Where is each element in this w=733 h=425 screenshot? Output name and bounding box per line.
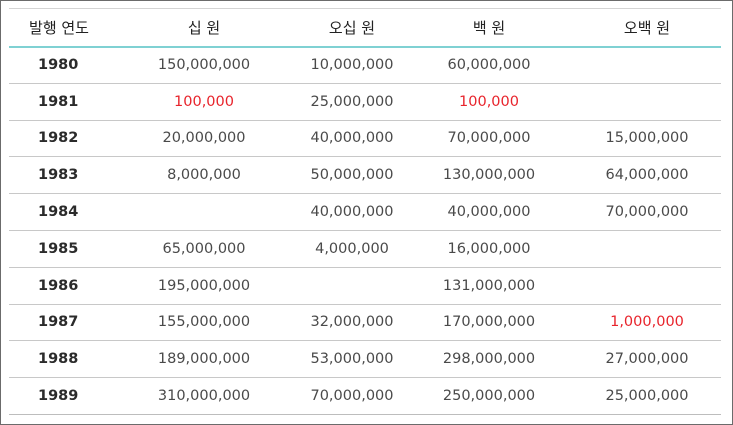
value-cell-500-won: 15,000,000 [605, 130, 689, 147]
table-row: 1984 40,000,000 40,000,000 70,000,000 [9, 194, 721, 231]
year-cell: 1984 [38, 204, 79, 221]
year-cell: 1989 [38, 388, 79, 405]
value-cell-500-won: 1,000,000 [610, 314, 684, 331]
value-cell-50-won: 70,000,000 [310, 388, 394, 405]
year-cell: 1983 [38, 167, 79, 184]
table-row: 1980 150,000,000 10,000,000 60,000,000 [9, 47, 721, 84]
coin-issuance-table: 발행 연도 십 원 오십 원 백 원 오백 원 1980 150,000,000… [9, 8, 721, 415]
value-cell-100-won: 16,000,000 [447, 240, 531, 257]
value-cell-500-won: 70,000,000 [605, 204, 689, 221]
value-cell-100-won: 40,000,000 [447, 204, 531, 221]
value-cell-100-won: 250,000,000 [442, 388, 536, 405]
table-row: 1987 155,000,000 32,000,000 170,000,000 … [9, 304, 721, 341]
value-cell-10-won: 195,000,000 [157, 277, 251, 294]
value-cell-50-won: 10,000,000 [310, 57, 394, 74]
header-50-won: 오십 원 [299, 8, 405, 48]
value-cell-100-won: 131,000,000 [442, 277, 536, 294]
header-row: 발행 연도 십 원 오십 원 백 원 오백 원 [9, 8, 721, 48]
value-cell-100-won: 60,000,000 [447, 57, 531, 74]
table-row: 1986 195,000,000 131,000,000 [9, 267, 721, 305]
value-cell-100-won: 70,000,000 [447, 130, 531, 147]
header-year: 발행 연도 [9, 8, 109, 48]
value-cell-50-won: 25,000,000 [310, 93, 394, 110]
value-cell-10-won [109, 194, 299, 231]
value-cell-10-won: 150,000,000 [157, 57, 251, 74]
value-cell-10-won: 189,000,000 [157, 351, 251, 368]
value-cell-50-won: 50,000,000 [310, 167, 394, 184]
value-cell-10-won: 8,000,000 [167, 167, 241, 184]
value-cell-50-won: 40,000,000 [310, 130, 394, 147]
value-cell-50-won: 53,000,000 [310, 351, 394, 368]
table-row: 1982 20,000,000 40,000,000 70,000,000 15… [9, 120, 721, 157]
value-cell-10-won: 20,000,000 [162, 130, 246, 147]
value-cell-10-won: 155,000,000 [157, 314, 251, 331]
value-cell-500-won: 27,000,000 [605, 351, 689, 368]
header-500-won: 오백 원 [573, 8, 721, 48]
value-cell-50-won [299, 267, 405, 304]
value-cell-500-won [573, 230, 721, 267]
year-cell: 1980 [38, 57, 79, 74]
table-row: 1981 100,000 25,000,000 100,000 [9, 83, 721, 121]
year-cell: 1981 [38, 93, 79, 110]
value-cell-100-won: 130,000,000 [442, 167, 536, 184]
value-cell-500-won [573, 47, 721, 84]
year-cell: 1986 [38, 277, 79, 294]
table-row: 1983 8,000,000 50,000,000 130,000,000 64… [9, 157, 721, 194]
year-cell: 1988 [38, 351, 79, 368]
year-cell: 1982 [38, 130, 79, 147]
value-cell-10-won: 100,000 [174, 93, 234, 110]
year-cell: 1985 [38, 240, 79, 257]
value-cell-500-won: 64,000,000 [605, 167, 689, 184]
value-cell-100-won: 298,000,000 [442, 351, 536, 368]
value-cell-50-won: 4,000,000 [315, 240, 389, 257]
value-cell-50-won: 32,000,000 [310, 314, 394, 331]
table-row: 1989 310,000,000 70,000,000 250,000,000 … [9, 378, 721, 415]
year-cell: 1987 [38, 314, 79, 331]
value-cell-50-won: 40,000,000 [310, 204, 394, 221]
header-100-won: 백 원 [405, 8, 573, 48]
value-cell-100-won: 100,000 [459, 93, 519, 110]
header-10-won: 십 원 [109, 8, 299, 48]
value-cell-10-won: 310,000,000 [157, 388, 251, 405]
value-cell-500-won: 25,000,000 [605, 388, 689, 405]
value-cell-10-won: 65,000,000 [162, 240, 246, 257]
value-cell-100-won: 170,000,000 [442, 314, 536, 331]
value-cell-500-won [573, 267, 721, 304]
table-row: 1988 189,000,000 53,000,000 298,000,000 … [9, 341, 721, 378]
table-row: 1985 65,000,000 4,000,000 16,000,000 [9, 230, 721, 268]
value-cell-500-won [573, 83, 721, 120]
